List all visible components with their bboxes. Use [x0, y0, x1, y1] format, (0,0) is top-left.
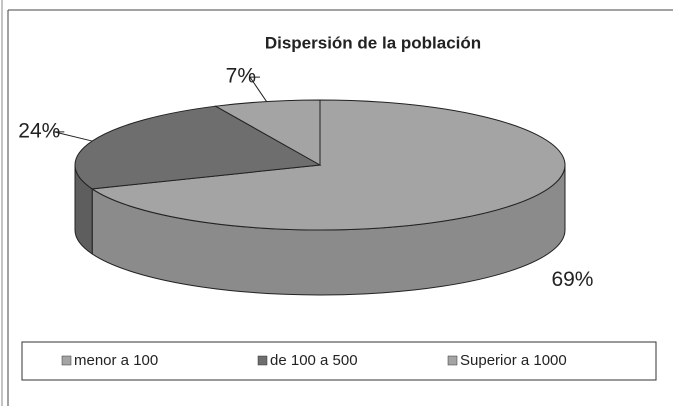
slice: [74, 105, 322, 190]
legend: [21, 341, 657, 381]
data-label: 24%: [18, 119, 60, 142]
legend-label: Superior a 1000: [460, 352, 567, 369]
leader-line: [54, 131, 93, 142]
data-label: 7%: [226, 65, 256, 88]
legend-swatch: [61, 355, 72, 366]
legend-label: menor a 100: [74, 352, 158, 369]
legend-label: de 100 a 500: [270, 352, 358, 369]
legend-swatch: [447, 355, 458, 366]
data-label: 69%: [551, 268, 593, 291]
slice: [90, 99, 566, 231]
slice: [214, 99, 321, 166]
legend-swatch: [257, 355, 268, 366]
chart-title: Dispersión de la población: [265, 33, 481, 52]
leader-line: [249, 76, 267, 102]
